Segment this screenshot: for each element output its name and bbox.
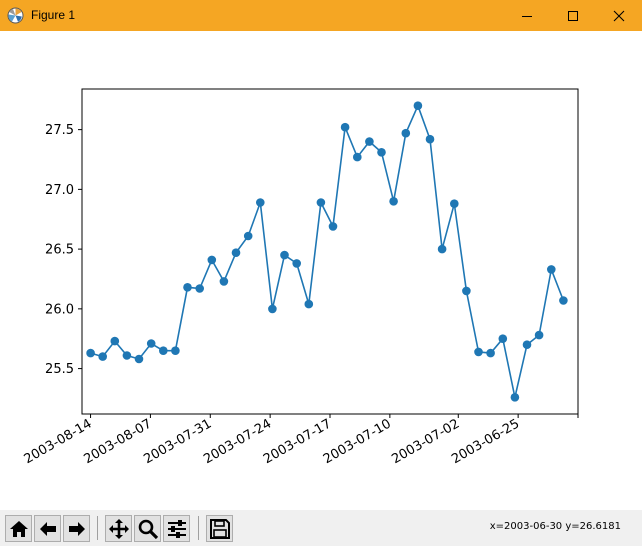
- data-point: [474, 347, 483, 357]
- maximize-button[interactable]: [550, 0, 596, 31]
- close-button[interactable]: [596, 0, 642, 31]
- sliders-icon: [167, 519, 186, 538]
- data-point: [425, 134, 435, 144]
- data-point: [413, 101, 423, 110]
- x-axis: 2003-08-142003-08-072003-07-312003-07-24…: [22, 414, 579, 467]
- navigation-toolbar: x=2003-06-30 y=26.6181: [0, 510, 642, 546]
- line-chart: 25.5 26.0 26.5 27.0 27.5 2003-08-142003-08-0…: [22, 88, 579, 467]
- title-bar: Figure 1: [0, 0, 642, 31]
- maximize-icon: [568, 10, 578, 21]
- data-point: [98, 352, 107, 361]
- toolbar-separator: [97, 516, 98, 540]
- data-point: [498, 334, 508, 344]
- close-icon: [613, 10, 625, 21]
- chart-marks: [86, 101, 568, 402]
- data-point: [522, 340, 532, 350]
- data-point: [304, 299, 314, 309]
- pan-button[interactable]: [105, 515, 132, 542]
- minimize-button[interactable]: [504, 0, 550, 31]
- data-point: [171, 346, 180, 356]
- save-button[interactable]: [206, 515, 233, 542]
- data-point: [365, 137, 374, 146]
- floppy-disk-icon: [209, 518, 230, 539]
- back-button[interactable]: [34, 515, 61, 542]
- configure-subplots-button[interactable]: [163, 515, 190, 542]
- data-point: [280, 250, 289, 260]
- data-point: [316, 198, 326, 207]
- data-point: [510, 393, 520, 402]
- data-point: [207, 255, 217, 265]
- x-tick-label: 2003-07-10: [321, 416, 394, 467]
- forward-button[interactable]: [63, 515, 90, 542]
- data-point: [340, 122, 350, 132]
- data-point: [486, 348, 495, 358]
- figure-canvas[interactable]: 25.5 26.0 26.5 27.0 27.5 2003-08-14 2003-08-0…: [0, 31, 642, 510]
- data-point: [255, 198, 265, 207]
- data-point: [122, 351, 132, 360]
- arrow-left-icon: [39, 521, 56, 536]
- data-point: [134, 354, 144, 364]
- y-tick-label: 26.0: [45, 302, 74, 317]
- zoom-button[interactable]: [134, 515, 161, 542]
- data-point: [437, 244, 447, 254]
- y-tick-label: 26.5: [45, 243, 74, 258]
- data-point: [146, 339, 156, 348]
- data-point: [195, 284, 204, 293]
- toolbar-separator: [198, 516, 199, 540]
- y-tick-label: 25.5: [45, 362, 74, 377]
- data-point: [462, 286, 471, 296]
- data-point: [231, 248, 241, 257]
- data-point: [353, 152, 362, 162]
- data-point: [86, 348, 95, 358]
- home-button[interactable]: [5, 515, 32, 542]
- series-line: [90, 103, 565, 398]
- home-icon: [9, 520, 28, 537]
- data-point: [183, 283, 192, 292]
- data-point: [547, 265, 556, 274]
- y-tick-label: 27.5: [45, 123, 74, 138]
- data-point: [534, 330, 544, 340]
- data-point: [268, 304, 277, 314]
- data-point: [328, 222, 338, 231]
- x-tick-label: 2003-06-25: [449, 416, 522, 467]
- y-axis: 25.5 26.0 26.5 27.0 27.5: [45, 123, 82, 377]
- arrow-right-icon: [68, 521, 85, 536]
- data-point: [159, 346, 168, 356]
- magnifier-icon: [138, 519, 158, 539]
- axes-frame: [81, 88, 579, 415]
- cursor-coordinates: x=2003-06-30 y=26.6181: [489, 521, 621, 532]
- data-point: [110, 336, 120, 346]
- data-point: [219, 277, 229, 286]
- matplotlib-logo-icon: [7, 7, 24, 24]
- data-point: [292, 259, 302, 268]
- data-point: [389, 197, 398, 206]
- move-icon: [108, 518, 129, 539]
- data-point: [450, 199, 459, 208]
- minimize-icon: [522, 15, 532, 17]
- window-title: Figure 1: [31, 8, 76, 22]
- data-point: [377, 148, 386, 157]
- data-point: [559, 296, 568, 305]
- y-tick-label: 27.0: [45, 183, 74, 198]
- data-point: [401, 128, 411, 138]
- data-point: [243, 231, 253, 241]
